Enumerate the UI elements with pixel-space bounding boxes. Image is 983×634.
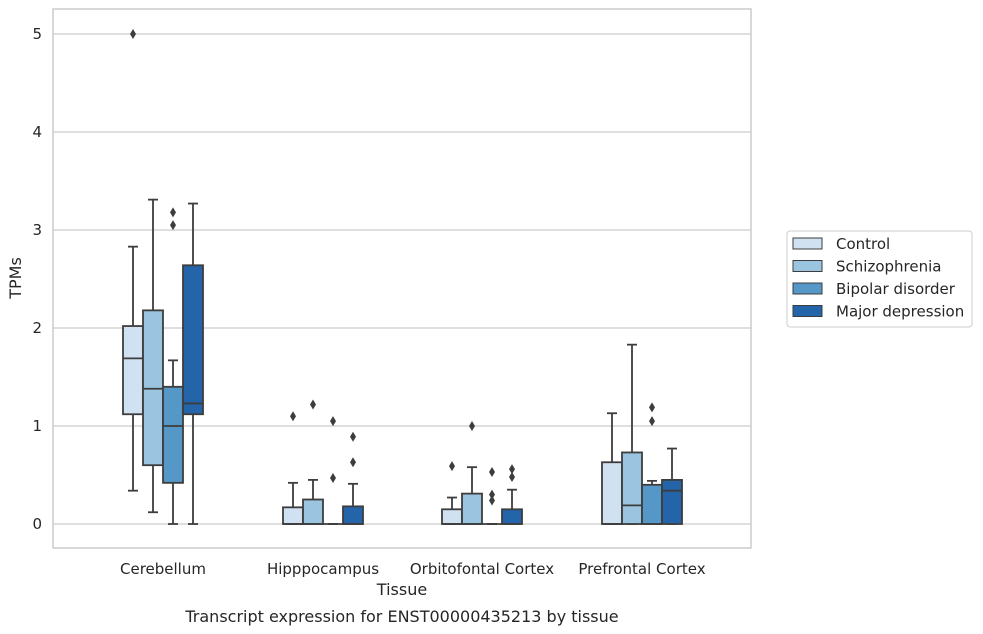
- legend-frame: [786, 230, 973, 328]
- y-tick-labels: 0 1 2 3 4 5: [32, 25, 42, 533]
- outlier-marker: [350, 457, 356, 468]
- chart-caption: Transcript expression for ENST0000043521…: [184, 607, 618, 626]
- outlier-marker: [350, 431, 356, 442]
- box: [601, 461, 623, 525]
- y-axis-label: TPMs: [6, 257, 25, 300]
- outlier-marker: [509, 464, 515, 475]
- box-group: [461, 421, 483, 525]
- outlier-marker: [469, 421, 475, 431]
- box-group: [441, 461, 463, 525]
- y-tick-label: 4: [32, 123, 42, 141]
- box-group: [621, 343, 643, 525]
- outlier-marker: [449, 461, 455, 472]
- x-tick-label: Cerebellum: [120, 560, 206, 578]
- legend-swatch: [792, 260, 823, 272]
- y-tick-label: 2: [32, 319, 42, 337]
- box: [641, 483, 663, 525]
- y-tick-label: 5: [32, 25, 42, 43]
- outlier-marker: [649, 416, 655, 427]
- plot-area-border: [52, 8, 752, 549]
- box-group: [302, 399, 324, 525]
- box: [182, 264, 204, 416]
- box: [501, 508, 523, 525]
- outlier-marker: [130, 29, 136, 39]
- box: [342, 505, 364, 525]
- box-group: [323, 416, 343, 525]
- box: [122, 325, 144, 416]
- plot-marks: [122, 29, 683, 525]
- box-group: [501, 464, 523, 525]
- box-group: [641, 402, 663, 525]
- box: [461, 492, 483, 525]
- y-tick-label: 3: [32, 221, 42, 239]
- box-group: [601, 412, 623, 525]
- box: [441, 508, 463, 525]
- outlier-marker: [489, 489, 495, 500]
- legend-swatch: [792, 305, 823, 317]
- x-tick-label: Orbitofontal Cortex: [410, 560, 554, 578]
- box: [162, 385, 184, 484]
- outlier-marker: [509, 471, 515, 482]
- legend-label: Control: [836, 235, 890, 253]
- x-tick-labels: Cerebellum Hipppocampus Orbitofontal Corte…: [120, 560, 706, 578]
- box-group: [282, 411, 304, 525]
- outlier-marker: [290, 411, 296, 422]
- box: [142, 309, 164, 467]
- x-axis-label: Tissue: [376, 580, 427, 599]
- outlier-marker: [330, 416, 336, 427]
- legend-label: Major depression: [836, 303, 964, 321]
- legend-swatch: [792, 282, 823, 295]
- outlier-marker: [489, 495, 495, 506]
- outlier-marker: [649, 402, 655, 413]
- box-group: [142, 198, 164, 514]
- box-group: [661, 447, 683, 525]
- outlier-marker: [489, 467, 495, 478]
- legend-swatch: [792, 237, 823, 250]
- y-tick-label: 1: [32, 417, 42, 435]
- box-group: [182, 202, 204, 525]
- y-tick-label: 0: [32, 515, 42, 533]
- box: [302, 498, 324, 525]
- box: [621, 451, 643, 525]
- legend: Control Schizophrenia Bipolar disorder Majo…: [786, 230, 973, 328]
- outlier-marker: [170, 207, 176, 218]
- box: [661, 478, 683, 525]
- x-tick-label: Hipppocampus: [267, 560, 379, 578]
- outlier-marker: [170, 220, 176, 231]
- box: [282, 506, 304, 525]
- legend-label: Bipolar disorder: [836, 280, 956, 298]
- x-tick-label: Prefrontal Cortex: [578, 560, 705, 578]
- box-group: [122, 29, 144, 492]
- outlier-marker: [310, 399, 316, 410]
- outlier-marker: [330, 472, 336, 483]
- box-group: [482, 467, 502, 525]
- box-group: [342, 431, 364, 525]
- box-group: [162, 207, 184, 525]
- legend-label: Schizophrenia: [836, 258, 941, 276]
